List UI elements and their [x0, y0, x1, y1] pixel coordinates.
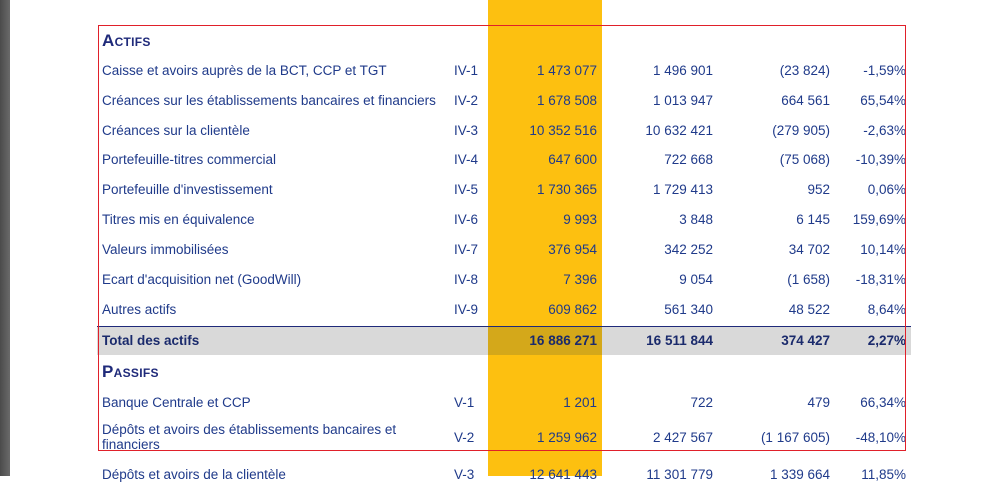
table-row: Portefeuille d'investissement IV-5 1 730… [98, 182, 910, 204]
table-row: Créances sur les établissements bancaire… [98, 93, 910, 115]
row-value-previous: 10 632 421 [645, 123, 713, 138]
row-variation: (1 658) [787, 272, 830, 287]
total-row-highlight [488, 326, 602, 355]
row-value-current: 1 678 508 [536, 93, 597, 108]
row-variation-pct: 11,85% [861, 467, 906, 482]
table-row: Valeurs immobilisées IV-7 376 954 342 25… [98, 242, 910, 264]
row-value-current: 609 862 [548, 302, 597, 317]
row-value-previous: 722 668 [664, 152, 713, 167]
row-variation-pct: 66,34% [860, 395, 906, 410]
row-label: Caisse et avoirs auprès de la BCT, CCP e… [102, 63, 387, 78]
row-value-previous: 1 496 901 [652, 63, 713, 78]
row-label: Dépôts et avoirs des établissements banc… [102, 422, 397, 452]
table-row: Ecart d'acquisition net (GoodWill) IV-8 … [98, 272, 910, 294]
table-row: Titres mis en équivalence IV-6 9 993 3 8… [98, 212, 910, 234]
viewer-left-edge [0, 0, 10, 476]
row-variation-pct: -48,10% [855, 430, 906, 445]
row-note: IV-1 [454, 63, 479, 78]
total-variation-pct: 2,27% [867, 333, 906, 348]
total-value-previous: 16 511 844 [646, 333, 713, 348]
section-title-actifs: Actifs [102, 31, 151, 50]
row-variation: (75 068) [779, 152, 830, 167]
row-variation-pct: 10,14% [860, 242, 906, 257]
table-row: Banque Centrale et CCP V-1 1 201 722 479… [98, 395, 910, 417]
row-variation: 6 145 [796, 212, 830, 227]
row-value-current: 9 993 [563, 212, 597, 227]
row-note: IV-8 [454, 272, 479, 287]
row-note: IV-3 [454, 123, 479, 138]
row-label: Portefeuille-titres commercial [102, 152, 277, 167]
balance-sheet-page: Actifs Caisse et avoirs auprès de la BCT… [98, 31, 910, 482]
row-note: V-1 [454, 395, 475, 410]
row-label: Ecart d'acquisition net (GoodWill) [102, 272, 302, 287]
row-note: IV-6 [454, 212, 479, 227]
row-value-previous: 722 [690, 395, 713, 410]
row-note: IV-2 [454, 93, 479, 108]
table-row: Autres actifs IV-9 609 862 561 340 48 52… [98, 302, 910, 324]
row-value-current: 12 641 443 [529, 467, 597, 482]
row-variation: 479 [807, 395, 830, 410]
row-label: Titres mis en équivalence [102, 212, 255, 227]
table-row: Dépôts et avoirs des établissements banc… [98, 421, 910, 452]
row-value-current: 1 473 077 [536, 63, 597, 78]
row-value-previous: 3 848 [679, 212, 713, 227]
total-variation: 374 427 [781, 333, 830, 348]
row-label: Portefeuille d'investissement [102, 182, 273, 197]
row-value-current: 1 259 962 [536, 430, 597, 445]
row-note: IV-4 [454, 152, 479, 167]
row-value-previous: 1 729 413 [652, 182, 713, 197]
row-variation: (279 905) [772, 123, 830, 138]
row-value-current: 1 201 [563, 395, 597, 410]
row-value-current: 1 730 365 [536, 182, 597, 197]
row-variation: 664 561 [781, 93, 830, 108]
row-variation-pct: 65,54% [860, 93, 906, 108]
row-variation-pct: -2,63% [863, 123, 906, 138]
row-note: V-3 [454, 467, 475, 482]
row-note: IV-7 [454, 242, 479, 257]
row-variation: 34 702 [788, 242, 830, 257]
row-value-previous: 2 427 567 [652, 430, 713, 445]
highlighted-column [488, 0, 602, 476]
table-row: Créances sur la clientèle IV-3 10 352 51… [98, 123, 910, 145]
row-variation: (23 824) [779, 63, 830, 78]
row-label: Valeurs immobilisées [102, 242, 229, 257]
row-value-current: 647 600 [548, 152, 597, 167]
row-value-previous: 561 340 [664, 302, 713, 317]
row-value-previous: 342 252 [664, 242, 713, 257]
row-variation-pct: 159,69% [852, 212, 906, 227]
row-value-current: 376 954 [548, 242, 597, 257]
row-value-previous: 9 054 [679, 272, 713, 287]
row-value-current: 10 352 516 [529, 123, 597, 138]
table-row: Portefeuille-titres commercial IV-4 647 … [98, 152, 910, 174]
row-variation: 952 [807, 182, 830, 197]
table-row: Caisse et avoirs auprès de la BCT, CCP e… [98, 63, 910, 85]
row-variation: (1 167 605) [760, 430, 830, 445]
row-variation-pct: -1,59% [863, 63, 906, 78]
row-label: Banque Centrale et CCP [102, 395, 251, 410]
total-label: Total des actifs [102, 333, 200, 348]
section-title-passifs: Passifs [102, 362, 159, 381]
row-variation-pct: -18,31% [855, 272, 906, 287]
row-variation-pct: 0,06% [867, 182, 906, 197]
row-variation-pct: 8,64% [867, 302, 906, 317]
row-label: Créances sur la clientèle [102, 123, 250, 138]
row-value-current: 7 396 [563, 272, 597, 287]
row-label: Dépôts et avoirs de la clientèle [102, 467, 286, 482]
table-row: Dépôts et avoirs de la clientèle V-3 12 … [98, 467, 910, 489]
row-variation: 48 522 [788, 302, 830, 317]
row-note: IV-9 [454, 302, 479, 317]
row-label: Autres actifs [102, 302, 177, 317]
row-value-previous: 1 013 947 [652, 93, 713, 108]
row-label: Créances sur les établissements bancaire… [102, 93, 436, 108]
total-value-current: 16 886 271 [529, 333, 597, 348]
row-variation: 1 339 664 [769, 467, 830, 482]
row-note: IV-5 [454, 182, 479, 197]
row-variation-pct: -10,39% [855, 152, 906, 167]
total-row: Total des actifs 16 886 271 16 511 844 3… [98, 333, 910, 355]
row-note: V-2 [454, 430, 475, 445]
row-value-previous: 11 301 779 [646, 467, 713, 482]
